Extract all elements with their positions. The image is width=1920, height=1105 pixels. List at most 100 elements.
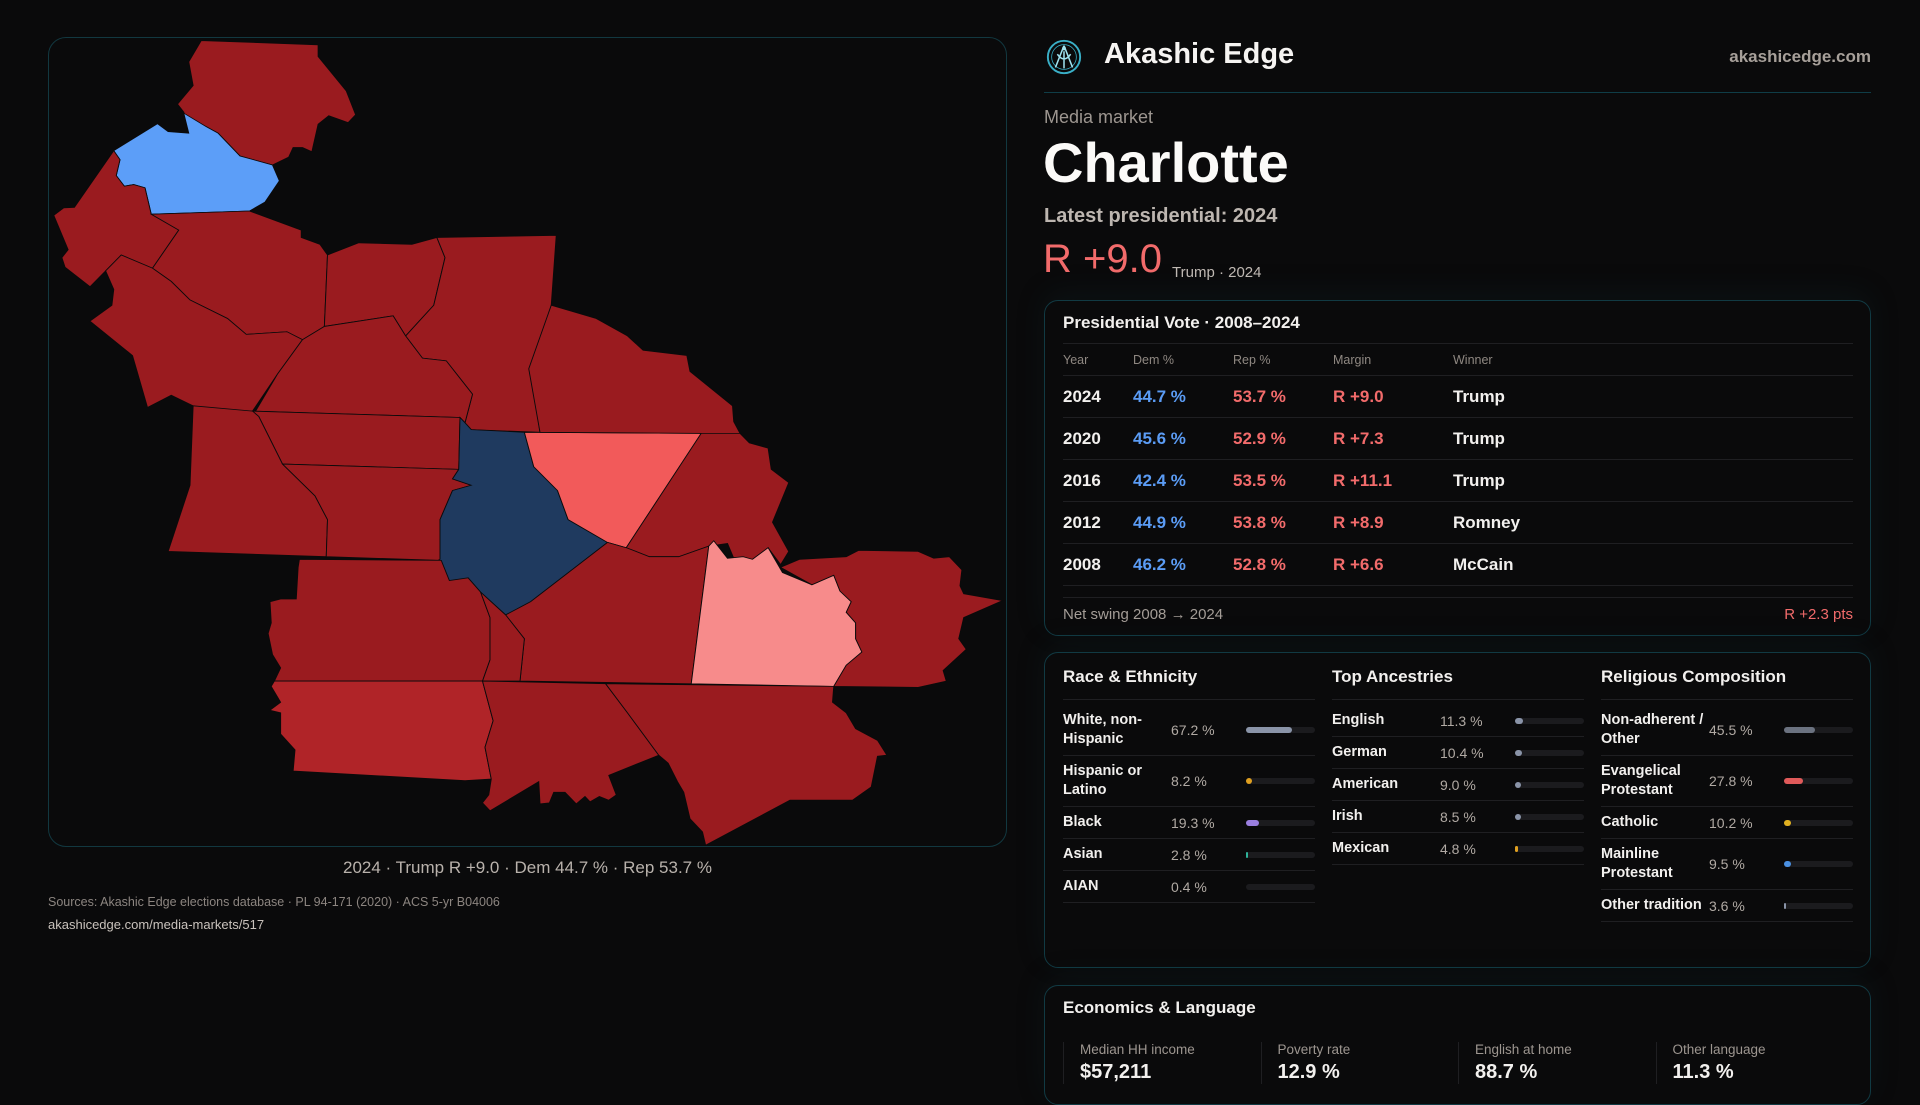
item-value: 8.5 % (1440, 808, 1476, 825)
column-header: Dem % (1133, 343, 1233, 376)
bar-fill (1515, 845, 1519, 852)
demographic-list: White, non-Hispanic 67.2 % Hispanic or Lat… (1063, 705, 1315, 903)
bar-fill (1784, 819, 1792, 826)
item-value: 11.3 % (1440, 712, 1483, 729)
column-header: Winner (1453, 343, 1853, 376)
county-shape[interactable] (267, 558, 491, 682)
item-value: 0.4 % (1171, 878, 1207, 895)
stat-3: Other language 11.3 % (1655, 1042, 1854, 1084)
cell-winner: Trump (1453, 459, 1853, 502)
bar-fill (1515, 749, 1523, 756)
cell-dem: 44.7 % (1133, 375, 1233, 418)
cell-margin: R +8.9 (1333, 501, 1453, 544)
item-label: Other tradition (1601, 897, 1702, 913)
list-item: Mexican 4.8 % (1332, 833, 1584, 865)
list-item: White, non-Hispanic 67.2 % (1063, 705, 1315, 756)
list-item: Catholic 10.2 % (1601, 807, 1853, 839)
cell-year: 2024 (1063, 375, 1133, 418)
bar-fill (1515, 813, 1521, 820)
county-map[interactable] (40, 30, 1020, 860)
stat-label: Median HH income (1080, 1042, 1195, 1057)
table-row: 2008 46.2 % 52.8 % R +6.6 McCain (1063, 543, 1853, 586)
list-item: Other tradition 3.6 % (1601, 890, 1853, 922)
bar-track (1515, 749, 1584, 756)
header-divider (1044, 92, 1871, 93)
bar-fill (1246, 727, 1293, 733)
item-label: AIAN (1063, 878, 1099, 894)
item-value: 45.5 % (1709, 722, 1753, 738)
sources-note: Sources: Akashic Edge elections database… (48, 895, 500, 909)
item-label: White, non-Hispanic (1063, 712, 1142, 747)
presidential-vote-card: Presidential Vote · 2008–2024 Year Dem % R… (1044, 300, 1871, 636)
bar-fill (1784, 861, 1791, 867)
county-shape[interactable] (176, 40, 357, 166)
stat-value: 88.7 % (1475, 1061, 1538, 1083)
list-item: Non-adherent / Other 45.5 % (1601, 705, 1853, 756)
stat-label: English at home (1475, 1042, 1572, 1057)
cell-dem: 42.4 % (1133, 459, 1233, 502)
bar-track (1246, 778, 1315, 784)
table-row: 2020 45.6 % 52.9 % R +7.3 Trump (1063, 417, 1853, 460)
county-shape[interactable] (779, 549, 1004, 688)
item-label: English (1332, 712, 1385, 728)
section-title: Top Ancestries (1332, 667, 1584, 700)
cell-rep: 53.7 % (1233, 375, 1333, 418)
item-label: Mexican (1332, 840, 1390, 856)
list-item: German 10.4 % (1332, 737, 1584, 769)
cell-margin: R +11.1 (1333, 459, 1453, 502)
item-label: Hispanic or Latino (1063, 763, 1142, 798)
item-value: 10.4 % (1440, 744, 1484, 761)
stat-value: $57,211 (1080, 1061, 1152, 1083)
bar-track (1784, 778, 1853, 784)
cell-margin: R +6.6 (1333, 543, 1453, 586)
county-shape[interactable] (269, 680, 494, 781)
county-shape[interactable] (604, 683, 888, 846)
list-item: Evangelical Protestant 27.8 % (1601, 756, 1853, 807)
stat-label: Poverty rate (1277, 1042, 1351, 1057)
item-value: 27.8 % (1709, 773, 1753, 789)
county-shape[interactable] (481, 680, 660, 812)
item-label: Asian (1063, 846, 1103, 862)
county-shape[interactable] (251, 410, 461, 470)
bar-fill (1784, 727, 1816, 733)
bar-fill (1515, 717, 1523, 724)
bar-fill (1246, 851, 1248, 858)
demographic-list: Non-adherent / Other 45.5 % Evangelical Pr… (1601, 705, 1853, 922)
demographics-card: Race & Ethnicity White, non-Hispanic 67.2 … (1044, 652, 1871, 968)
list-item: Hispanic or Latino 8.2 % (1063, 756, 1315, 807)
item-label: Mainline Protestant (1601, 846, 1673, 881)
cell-winner: McCain (1453, 543, 1853, 586)
list-item: English 11.3 % (1332, 705, 1584, 737)
cell-dem: 45.6 % (1133, 417, 1233, 460)
bar-fill (1246, 778, 1252, 784)
column-header: Rep % (1233, 343, 1333, 376)
item-value: 10.2 % (1709, 814, 1753, 831)
site-link[interactable]: akashicedge.com (1729, 47, 1871, 66)
item-label: Black (1063, 814, 1102, 830)
item-value: 9.5 % (1709, 856, 1745, 872)
bar-fill (1515, 781, 1522, 788)
source-link[interactable]: akashicedge.com/media-markets/517 (48, 917, 265, 932)
bar-track (1515, 813, 1584, 820)
card-title: Economics & Language (1063, 998, 1256, 1017)
cell-rep: 53.5 % (1233, 459, 1333, 502)
item-value: 3.6 % (1709, 897, 1745, 914)
bar-fill (1784, 778, 1804, 784)
bar-track (1515, 781, 1584, 788)
list-item: Irish 8.5 % (1332, 801, 1584, 833)
section-title: Religious Composition (1601, 667, 1853, 700)
bar-track (1784, 819, 1853, 826)
county-shape[interactable] (480, 591, 525, 682)
map-caption: 2024 · Trump R +9.0 · Dem 44.7 % · Rep 5… (343, 858, 712, 877)
cell-rep: 52.8 % (1233, 543, 1333, 586)
cell-dem: 44.9 % (1133, 501, 1233, 544)
item-value: 4.8 % (1440, 840, 1476, 857)
county-shape[interactable] (528, 304, 741, 434)
item-label: Irish (1332, 808, 1363, 824)
list-item: Mainline Protestant 9.5 % (1601, 839, 1853, 890)
cell-margin: R +9.0 (1333, 375, 1453, 418)
section-title: Race & Ethnicity (1063, 667, 1315, 700)
list-item: AIAN 0.4 % (1063, 871, 1315, 903)
county-shape[interactable] (254, 315, 474, 424)
item-label: Catholic (1601, 814, 1659, 830)
